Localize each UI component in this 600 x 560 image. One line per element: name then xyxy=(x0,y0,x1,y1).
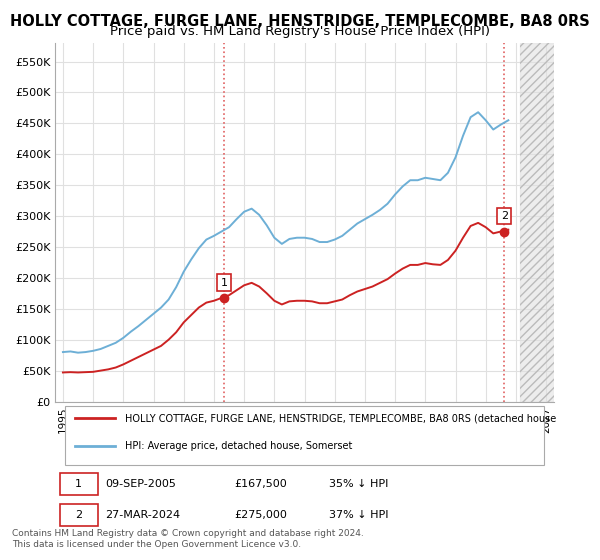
Text: 2: 2 xyxy=(501,211,508,221)
Text: 09-SEP-2005: 09-SEP-2005 xyxy=(105,479,176,489)
FancyBboxPatch shape xyxy=(61,473,98,495)
Text: £275,000: £275,000 xyxy=(235,510,287,520)
Text: HPI: Average price, detached house, Somerset: HPI: Average price, detached house, Some… xyxy=(125,441,352,451)
Text: 1: 1 xyxy=(75,479,82,489)
Text: 1: 1 xyxy=(221,278,228,287)
Text: Contains HM Land Registry data © Crown copyright and database right 2024.
This d: Contains HM Land Registry data © Crown c… xyxy=(12,529,364,549)
FancyBboxPatch shape xyxy=(65,405,544,465)
Bar xyxy=(520,43,558,402)
Text: £167,500: £167,500 xyxy=(235,479,287,489)
Text: 35% ↓ HPI: 35% ↓ HPI xyxy=(329,479,389,489)
Text: 2: 2 xyxy=(75,510,82,520)
Bar xyxy=(520,43,558,402)
Text: 37% ↓ HPI: 37% ↓ HPI xyxy=(329,510,389,520)
Text: HOLLY COTTAGE, FURGE LANE, HENSTRIDGE, TEMPLECOMBE, BA8 0RS (detached house: HOLLY COTTAGE, FURGE LANE, HENSTRIDGE, T… xyxy=(125,413,556,423)
Text: 27-MAR-2024: 27-MAR-2024 xyxy=(105,510,181,520)
Text: Price paid vs. HM Land Registry's House Price Index (HPI): Price paid vs. HM Land Registry's House … xyxy=(110,25,490,38)
Text: HOLLY COTTAGE, FURGE LANE, HENSTRIDGE, TEMPLECOMBE, BA8 0RS: HOLLY COTTAGE, FURGE LANE, HENSTRIDGE, T… xyxy=(10,14,590,29)
FancyBboxPatch shape xyxy=(61,503,98,526)
